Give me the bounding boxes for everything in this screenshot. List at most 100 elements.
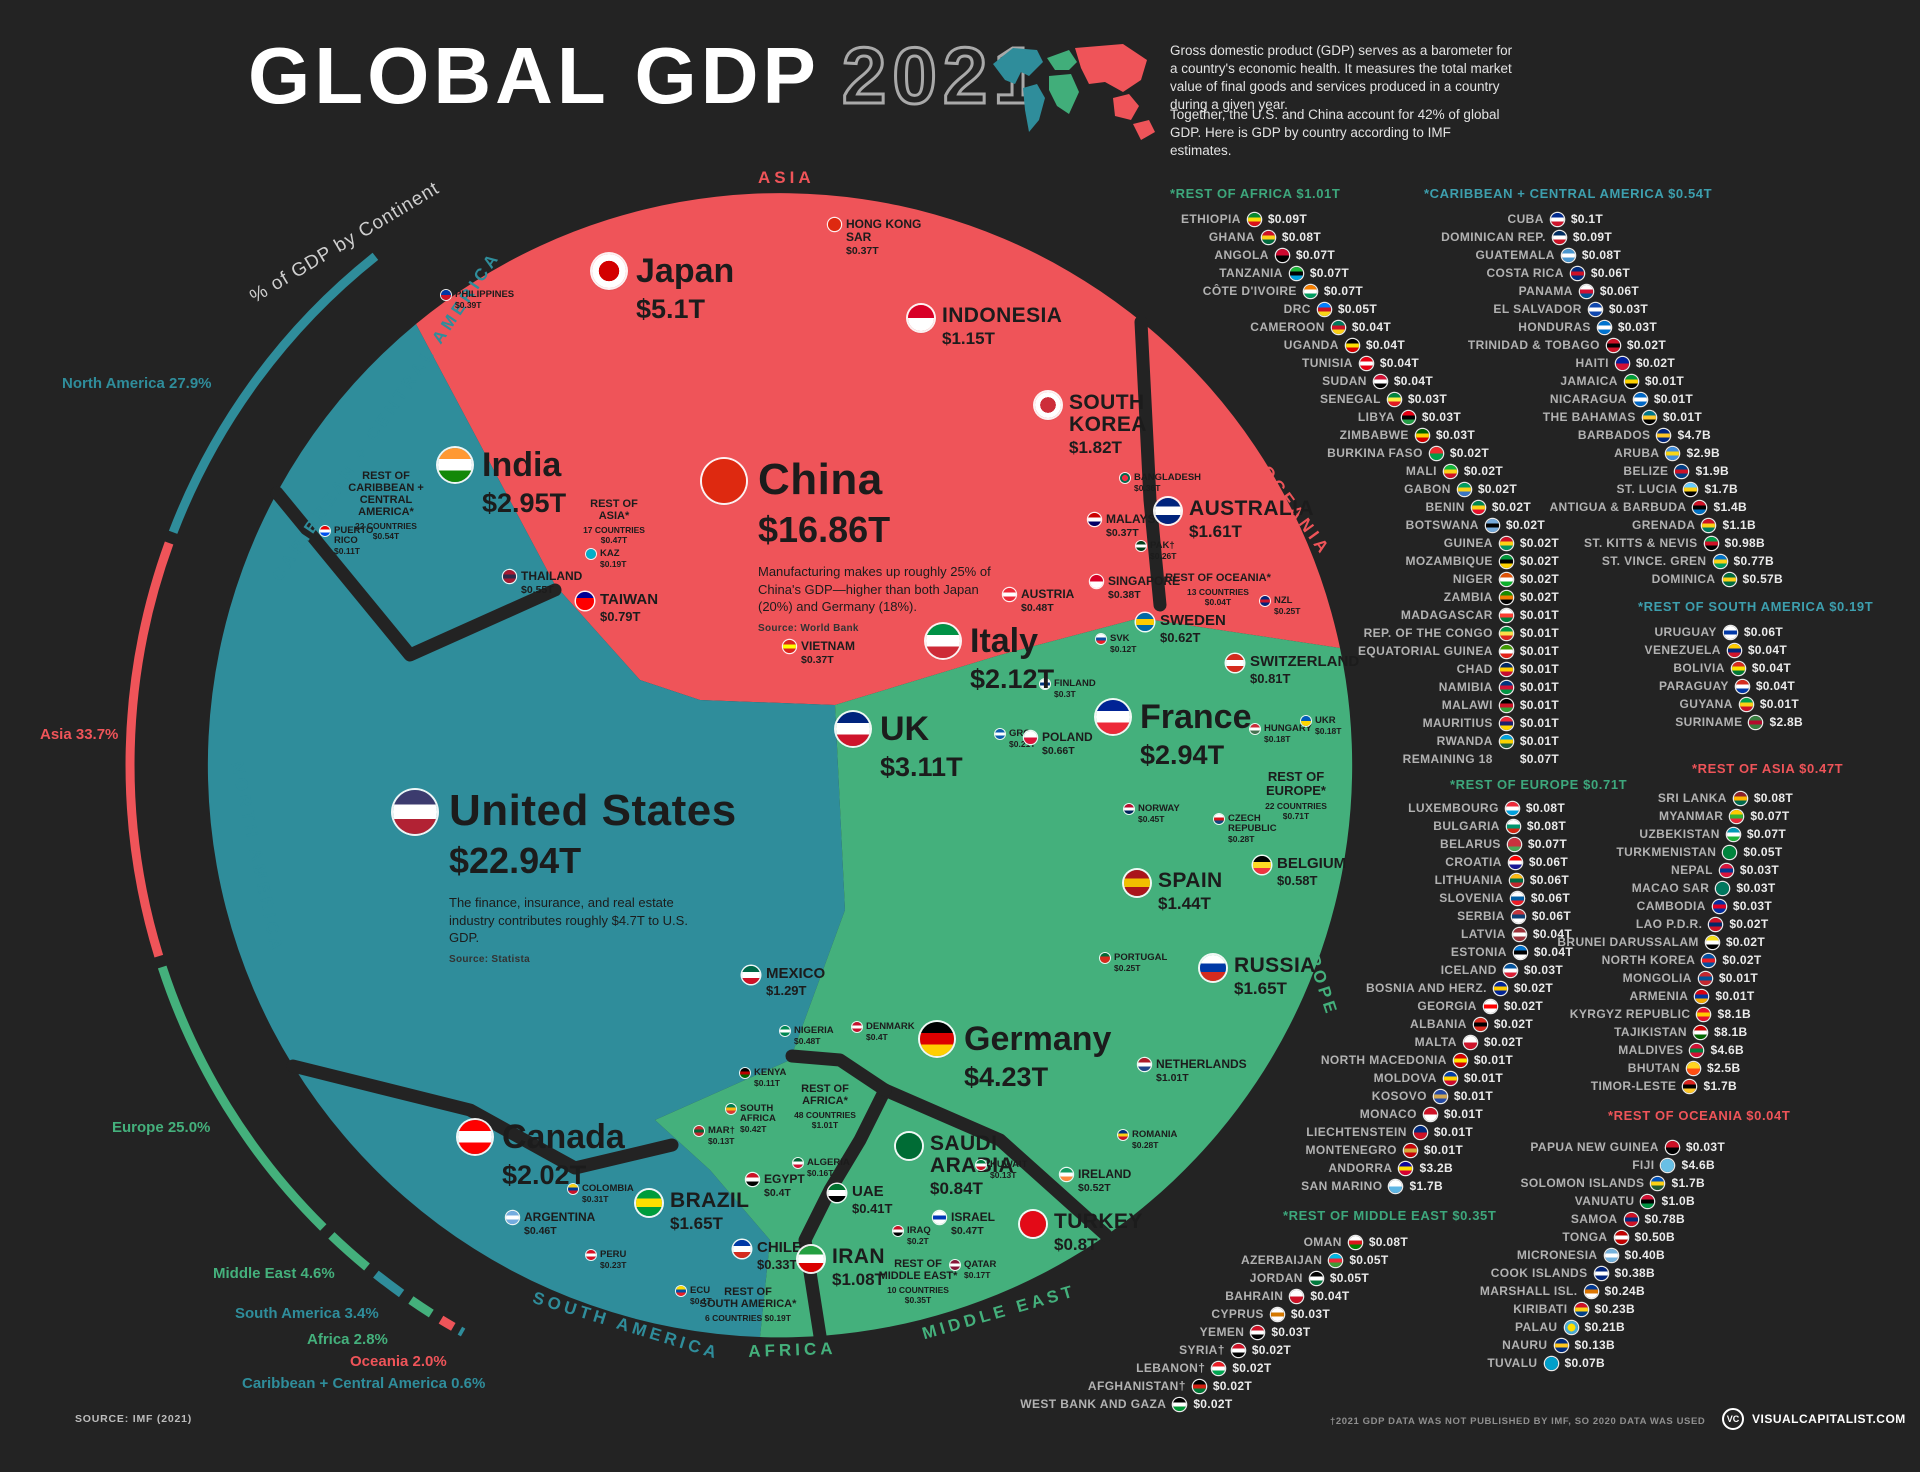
country-gdp-value: $0.3T bbox=[1054, 689, 1076, 699]
list-item-albania: ALBANIA $0.02T bbox=[1410, 1016, 1533, 1032]
country-name: SAUDI ARABIA bbox=[930, 1132, 1015, 1177]
list-country-value: $0.02T bbox=[1477, 482, 1517, 496]
singapore-flag-icon bbox=[1090, 575, 1103, 588]
list-country-value: $0.09T bbox=[1572, 230, 1612, 244]
list-item-oman: OMAN $0.08T bbox=[1304, 1234, 1408, 1250]
cell-sub-label: 13 COUNTRIES $0.04T bbox=[1187, 587, 1249, 607]
list-item-dominican-rep: DOMINICAN REP. $0.09T bbox=[1441, 229, 1612, 245]
list-item-honduras: HONDURAS $0.03T bbox=[1518, 319, 1657, 335]
list-item-tajikistan: TAJIKISTAN $8.1B bbox=[1614, 1024, 1747, 1040]
cell-vietnam: VIETNAM $0.37T bbox=[783, 640, 855, 666]
list-item-madagascar: MADAGASCAR $0.01T bbox=[1401, 607, 1559, 623]
list-item-lithuania: LITHUANIA $0.06T bbox=[1435, 872, 1569, 888]
list-country-value: $1.1B bbox=[1722, 518, 1756, 532]
list-country-name: LIECHTENSTEIN bbox=[1306, 1125, 1407, 1139]
list-country-value: $1.7B bbox=[1703, 1079, 1737, 1093]
country-gdp-value: $0.1T bbox=[690, 1296, 712, 1306]
country-name: GRC bbox=[1009, 728, 1031, 739]
list-country-name: NICARAGUA bbox=[1549, 392, 1627, 406]
hungary-flag-icon bbox=[1250, 724, 1260, 734]
list-country-value: $0.02T bbox=[1519, 572, 1559, 586]
country-gdp-value: $0.47T bbox=[951, 1225, 984, 1237]
cell-australia: AUSTRALIA $1.61T bbox=[1155, 498, 1314, 542]
st-vince-gren-flag-icon bbox=[1713, 554, 1727, 568]
cell-poland: POLAND $0.66T bbox=[1024, 731, 1093, 757]
intro-paragraph: Gross domestic product (GDP) serves as a… bbox=[1170, 43, 1513, 112]
philippines-flag-icon bbox=[441, 290, 451, 300]
gauge-label-north-america-27-9: North America 27.9% bbox=[62, 375, 212, 392]
cell-label: REST OF SOUTH AMERICA* bbox=[699, 1286, 797, 1310]
list-country-value: $0.01T bbox=[1644, 374, 1684, 388]
country-name: IRELAND bbox=[1078, 1167, 1132, 1181]
list-header-rest-of-europe: *REST OF EUROPE $0.71T bbox=[1450, 777, 1628, 792]
namibia-flag-icon bbox=[1499, 680, 1513, 694]
list-country-value: $8.1B bbox=[1713, 1025, 1748, 1039]
list-country-value: $2.9B bbox=[1686, 446, 1720, 460]
country-gdp-value: $0.11T bbox=[754, 1078, 780, 1088]
list-item-burkina-faso: BURKINA FASO $0.02T bbox=[1327, 445, 1489, 461]
mali-flag-icon bbox=[1443, 464, 1457, 478]
nigeria-flag-icon bbox=[780, 1026, 790, 1036]
list-country-value: $0.01T bbox=[1519, 734, 1559, 748]
list-country-value: $0.01T bbox=[1519, 680, 1559, 694]
zambia-flag-icon bbox=[1499, 590, 1513, 604]
country-name: UAE bbox=[852, 1183, 884, 1200]
country-gdp-value: $0.2T bbox=[907, 1236, 929, 1246]
st-kitts-nevis-flag-icon bbox=[1704, 536, 1718, 550]
ecu-flag-icon bbox=[676, 1286, 686, 1296]
country-name: United States bbox=[449, 786, 737, 835]
cell-brazil: BRAZIL $1.65T bbox=[636, 1190, 749, 1234]
list-item-serbia: SERBIA $0.06T bbox=[1457, 908, 1571, 924]
azerbaijan-flag-icon bbox=[1329, 1253, 1343, 1267]
austria-flag-icon bbox=[1003, 588, 1016, 601]
bulgaria-flag-icon bbox=[1506, 819, 1520, 833]
list-country-value: $0.03T bbox=[1739, 863, 1779, 877]
kaz-flag-icon bbox=[586, 549, 596, 559]
country-name: SOUTH KOREA bbox=[1069, 391, 1147, 436]
list-country-value: $0.40B bbox=[1624, 1248, 1665, 1262]
country-name: PHILIPPINES bbox=[455, 289, 515, 300]
country-name: POLAND bbox=[1042, 730, 1093, 744]
cell-ukr: UKR $0.18T bbox=[1301, 716, 1341, 736]
list-country-value: $0.04T bbox=[1310, 1289, 1350, 1303]
list-item-guyana: GUYANA $0.01T bbox=[1680, 696, 1799, 712]
list-header-rest-of-middle-east: *REST OF MIDDLE EAST $0.35T bbox=[1283, 1208, 1497, 1223]
list-country-name: EQUATORIAL GUINEA bbox=[1358, 644, 1493, 658]
list-item-cameroon: CAMEROON $0.04T bbox=[1250, 319, 1391, 335]
country-name: EGYPT bbox=[764, 1172, 805, 1186]
gauge-segment-north-america bbox=[168, 252, 379, 534]
list-country-name: MONGOLIA bbox=[1622, 971, 1692, 985]
country-name: SPAIN bbox=[1158, 869, 1223, 892]
list-country-name: UZBEKISTAN bbox=[1639, 827, 1720, 841]
country-name: QATAR bbox=[964, 1259, 997, 1270]
country-name: PAK† bbox=[1150, 540, 1175, 551]
south-korea-flag-icon bbox=[1035, 392, 1061, 418]
list-country-name: CAMBODIA bbox=[1636, 899, 1706, 913]
list-header-rest-of-africa: *REST OF AFRICA $1.01T bbox=[1170, 186, 1341, 201]
country-gdp-value: $1.61T bbox=[1189, 522, 1242, 541]
list-country-value: $0.07T bbox=[1746, 827, 1786, 841]
list-item-drc: DRC $0.05T bbox=[1284, 301, 1377, 317]
world-map-icon bbox=[993, 44, 1155, 140]
list-country-value: $0.02T bbox=[1626, 338, 1666, 352]
list-country-name: VENEZUELA bbox=[1644, 643, 1721, 657]
country-name: NORWAY bbox=[1138, 803, 1180, 814]
list-item-sri-lanka: SRI LANKA $0.08T bbox=[1658, 790, 1793, 806]
cell-italy: Italy $2.12T bbox=[926, 622, 1054, 695]
botswana-flag-icon bbox=[1485, 518, 1499, 532]
cook-islands-flag-icon bbox=[1594, 1266, 1608, 1280]
list-country-name: GRENADA bbox=[1632, 518, 1696, 532]
country-gdp-value: $1.01T bbox=[1156, 1072, 1189, 1084]
france-flag-icon bbox=[1096, 700, 1130, 734]
serbia-flag-icon bbox=[1511, 909, 1525, 923]
cell-philippines: PHILIPPINES $0.39T bbox=[441, 290, 514, 310]
country-name: RUSSIA bbox=[1234, 954, 1316, 977]
malaysia-flag-icon bbox=[1088, 513, 1101, 526]
mexico-flag-icon bbox=[742, 966, 760, 984]
portugal-flag-icon bbox=[1100, 953, 1110, 963]
cell-indonesia: INDONESIA $1.15T bbox=[908, 305, 1062, 349]
list-item-sudan: SUDAN $0.04T bbox=[1322, 373, 1433, 389]
list-country-value: $0.04T bbox=[1751, 661, 1791, 675]
list-country-value: $0.02T bbox=[1729, 917, 1769, 931]
list-country-name: MICRONESIA bbox=[1516, 1248, 1598, 1262]
